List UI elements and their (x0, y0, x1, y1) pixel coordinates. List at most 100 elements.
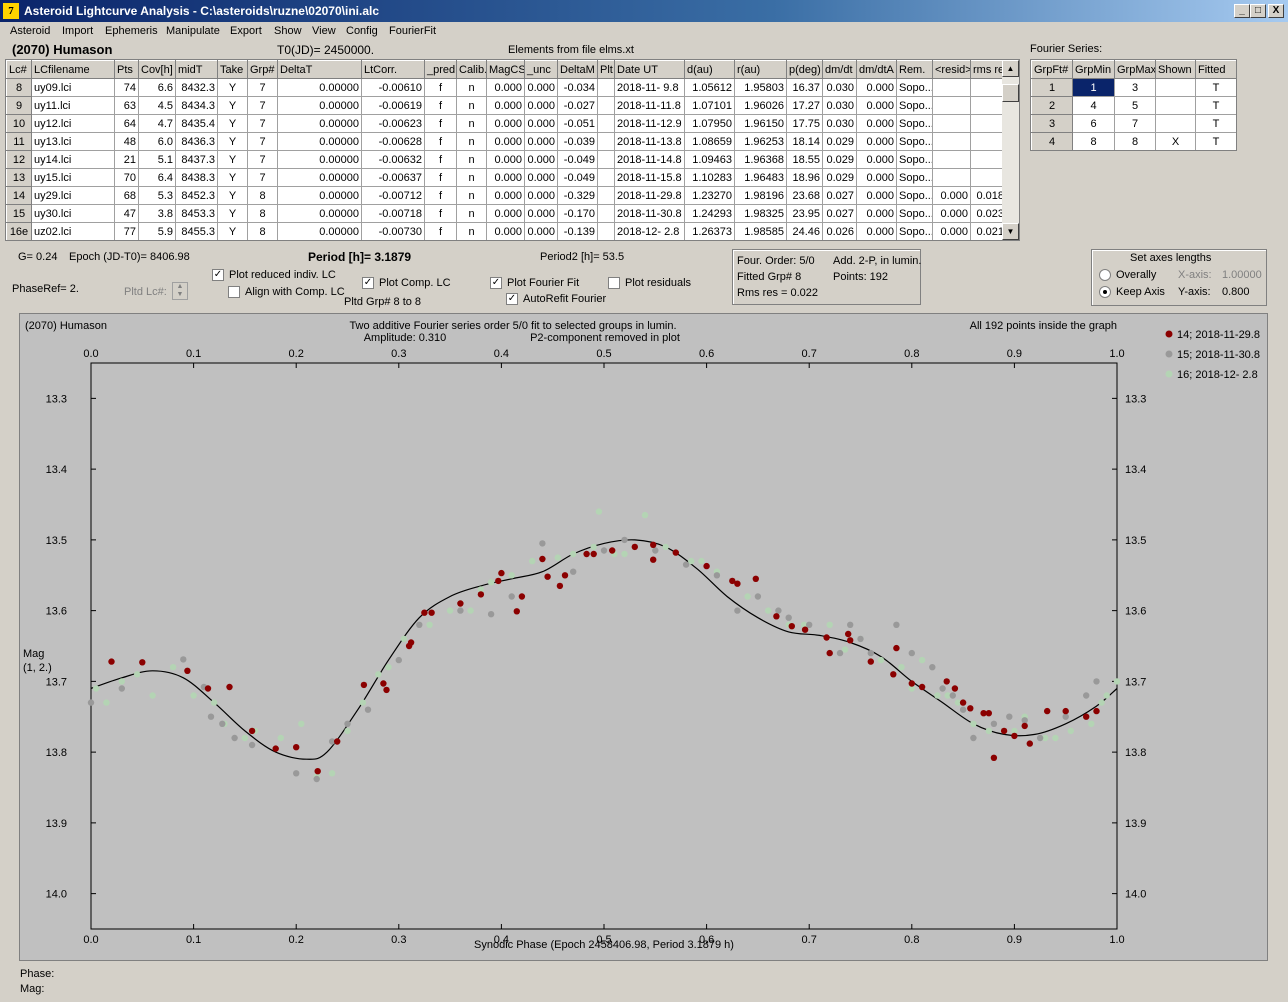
lc-column-header[interactable]: midT (175, 60, 218, 79)
row-header[interactable]: 1 (1031, 78, 1073, 97)
table-cell[interactable]: 3 (1114, 78, 1156, 97)
row-header[interactable]: 11 (6, 132, 32, 151)
table-cell[interactable]: X (1155, 132, 1196, 150)
lc-column-header[interactable]: _unc (524, 60, 558, 79)
lightcurve-table[interactable]: Lc# LCfilename Pts Cov[h] midT Take Grp# DeltaT… (5, 59, 1020, 241)
row-header[interactable]: 2 (1031, 96, 1073, 115)
lc-column-header[interactable]: Take (217, 60, 248, 79)
menu-manipulate[interactable]: Manipulate (166, 25, 220, 37)
lc-column-header[interactable]: Pts (114, 60, 139, 79)
lc-table-row[interactable]: 14 uy29.lci 68 5.3 8452.3 Y 8 0.00000 -0.00712 f n… (6, 186, 1007, 205)
scroll-up-icon[interactable]: ▲ (1002, 60, 1019, 77)
lc-column-header[interactable]: MagCS (486, 60, 525, 79)
plot-reduced-checkbox[interactable]: ✓ Plot reduced indiv. LC (212, 269, 336, 282)
fs-column-header[interactable]: GrpMin (1072, 60, 1115, 79)
lc-column-header[interactable]: Cov[h] (138, 60, 176, 79)
menu-fourierfit[interactable]: FourierFit (389, 25, 437, 37)
fs-column-header[interactable]: Fitted (1195, 60, 1236, 79)
table-cell[interactable] (1155, 96, 1196, 115)
overally-radio[interactable]: Overally (1099, 269, 1156, 282)
menu-config[interactable]: Config (346, 25, 378, 37)
lc-column-header[interactable]: p(deg) (786, 60, 823, 79)
lc-table-row[interactable]: 12 uy14.lci 21 5.1 8437.3 Y 7 0.00000 -0.00632 f n… (6, 150, 1007, 169)
table-cell[interactable]: 7 (1114, 114, 1156, 133)
y-axis-value[interactable]: 0.800 (1222, 286, 1250, 298)
lc-column-header[interactable]: LtCorr. (361, 60, 425, 79)
lc-column-header[interactable]: DeltaM (557, 60, 598, 79)
table-cell[interactable]: T (1195, 96, 1236, 115)
lc-column-header[interactable]: DeltaT (277, 60, 362, 79)
menu-asteroid[interactable]: Asteroid (10, 25, 51, 37)
keep-axis-radio[interactable]: Keep Axis (1099, 286, 1165, 299)
x-axis-value[interactable]: 1.00000 (1222, 269, 1262, 281)
scroll-thumb[interactable] (1002, 84, 1019, 102)
chart-svg[interactable]: (2070) Humason Two additive Fourier seri… (20, 314, 1267, 960)
lc-table-row[interactable]: 11 uy13.lci 48 6.0 8436.3 Y 7 0.00000 -0.00628 f n… (6, 132, 1007, 151)
menu-export[interactable]: Export (230, 25, 262, 37)
table-cell[interactable] (1155, 114, 1196, 133)
row-header[interactable]: 13 (6, 168, 32, 187)
period2-value[interactable]: Period2 [h]= 53.5 (540, 251, 625, 263)
pltd-lc-spinner[interactable]: ▲ ▼ (172, 282, 188, 300)
fs-column-header[interactable]: Shown (1155, 60, 1196, 79)
plot-fourier-checkbox[interactable]: ✓ Plot Fourier Fit (490, 277, 579, 290)
align-comp-checkbox[interactable]: Align with Comp. LC (228, 286, 345, 299)
plot-residuals-checkbox[interactable]: Plot residuals (608, 277, 691, 290)
table-cell[interactable]: T (1195, 114, 1236, 133)
table-cell[interactable]: 4 (1072, 96, 1115, 115)
row-header[interactable]: 14 (6, 186, 32, 205)
menu-ephemeris[interactable]: Ephemeris (105, 25, 158, 37)
menu-import[interactable]: Import (62, 25, 94, 37)
table-scrollbar[interactable]: ▲ ▼ (1002, 60, 1019, 240)
lc-column-header[interactable]: Grp# (247, 60, 278, 79)
table-cell[interactable] (1155, 78, 1196, 97)
row-header[interactable]: 9 (6, 96, 32, 115)
scroll-down-icon[interactable]: ▼ (1002, 223, 1019, 240)
lc-column-header[interactable]: <resid> (932, 60, 971, 79)
lc-table-row[interactable]: 8 uy09.lci 74 6.6 8432.3 Y 7 0.00000 -0.00610 f n 0… (6, 78, 1007, 97)
lc-column-header[interactable]: Rem. (896, 60, 933, 79)
lc-column-header[interactable]: d(au) (684, 60, 735, 79)
row-header[interactable]: 16e (6, 222, 32, 240)
title-bar[interactable]: 7 Asteroid Lightcurve Analysis - C:\aste… (0, 0, 1288, 22)
row-header[interactable]: 8 (6, 78, 32, 97)
table-cell[interactable]: 8 (1072, 132, 1115, 150)
lc-column-header[interactable]: r(au) (734, 60, 787, 79)
row-header[interactable]: 3 (1031, 114, 1073, 133)
lc-column-header[interactable]: Lc# (6, 60, 32, 79)
lc-table-row[interactable]: 9 uy11.lci 63 4.5 8434.3 Y 7 0.00000 -0.00619 f n 0… (6, 96, 1007, 115)
fs-column-header[interactable]: GrpMax (1114, 60, 1156, 79)
lc-column-header[interactable]: Plt (597, 60, 615, 79)
maximize-button[interactable]: □ (1250, 4, 1266, 18)
lc-table-row[interactable]: 15 uy30.lci 47 3.8 8453.3 Y 8 0.00000 -0.00718 f n… (6, 204, 1007, 223)
lightcurve-plot[interactable]: (2070) Humason Two additive Fourier seri… (19, 313, 1268, 961)
lc-table-row[interactable]: 16e uz02.lci 77 5.9 8455.3 Y 8 0.00000 -0.00730 f… (6, 222, 1007, 240)
table-cell[interactable]: T (1195, 78, 1236, 97)
table-cell[interactable]: 6 (1072, 114, 1115, 133)
fs-column-header[interactable]: GrpFt# (1031, 60, 1073, 79)
lc-column-header[interactable]: dm/dtA (856, 60, 897, 79)
close-button[interactable]: X (1268, 4, 1284, 18)
lc-column-header[interactable]: Calib. (456, 60, 487, 79)
lc-column-header[interactable]: dm/dt (822, 60, 857, 79)
row-header[interactable]: 12 (6, 150, 32, 169)
lc-table-row[interactable]: 10 uy12.lci 64 4.7 8435.4 Y 7 0.00000 -0.00623 f n… (6, 114, 1007, 133)
menu-show[interactable]: Show (274, 25, 302, 37)
period-value[interactable]: Period [h]= 3.1879 (308, 250, 412, 264)
lc-table-row[interactable]: 13 uy15.lci 70 6.4 8438.3 Y 7 0.00000 -0.00637 f n… (6, 168, 1007, 187)
table-cell[interactable]: 5 (1114, 96, 1156, 115)
table-cell[interactable]: T (1195, 132, 1236, 150)
lc-column-header[interactable]: Date UT (614, 60, 685, 79)
plot-comp-checkbox[interactable]: ✓ Plot Comp. LC (362, 277, 451, 290)
row-header[interactable]: 4 (1031, 132, 1073, 150)
lc-column-header[interactable]: _pred. (424, 60, 457, 79)
autorefit-checkbox[interactable]: ✓ AutoRefit Fourier (506, 293, 606, 306)
lc-column-header[interactable]: rms res (970, 60, 1007, 79)
menu-view[interactable]: View (312, 25, 336, 37)
minimize-button[interactable]: _ (1234, 4, 1250, 18)
